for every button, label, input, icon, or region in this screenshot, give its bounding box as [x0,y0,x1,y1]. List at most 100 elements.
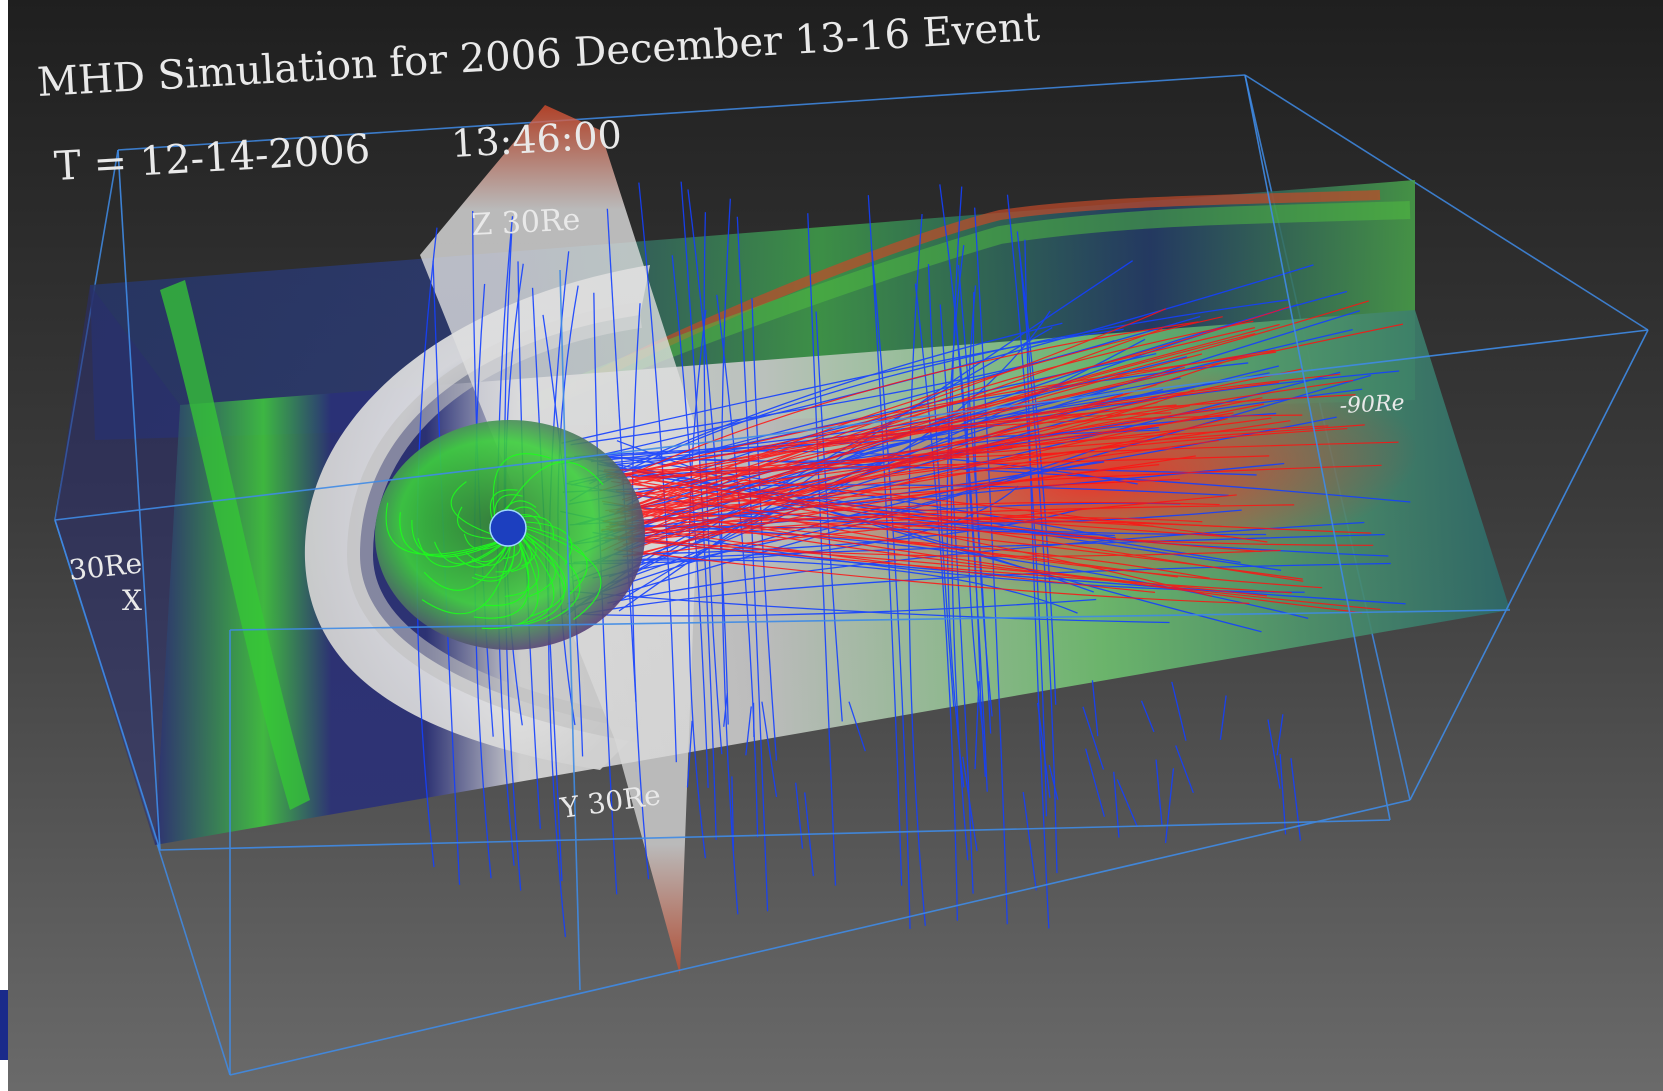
red-field-line [620,351,1277,479]
red-field-line [626,464,1160,557]
red-field-line [616,420,1291,511]
green-field-lines [385,453,604,630]
upper-plane-green-band [516,201,1411,419]
green-field-line [423,540,510,591]
red-field-line [603,537,1268,597]
blue-field-line [703,212,723,755]
blue-field-line [578,370,1400,526]
blue-field-line [569,299,1289,502]
blue-field-line [618,260,1133,612]
red-field-line [601,500,1362,614]
red-field-line [603,455,1270,471]
blue-field-line [579,457,1094,593]
blue-field-line [1267,719,1281,789]
green-field-line [505,531,540,598]
blue-field-line [1155,759,1163,826]
green-field-line [450,481,495,536]
blue-field-line [731,776,735,851]
red-field-lines [599,300,1404,614]
green-field-line [515,524,602,621]
blue-field-line [927,264,955,707]
green-field-line [385,502,501,555]
red-field-line [634,493,1374,546]
red-field-line [603,470,1262,553]
blue-field-line [583,562,1391,615]
red-field-line [637,381,1280,476]
blue-field-line [1048,764,1059,800]
green-density-band [160,280,310,810]
red-field-line [629,300,1369,486]
green-field-line [500,461,604,519]
green-field-line [411,520,502,558]
red-field-line [623,321,1199,479]
blue-field-line [617,456,1116,539]
blue-field-line [1219,695,1227,740]
blue-field-line [607,521,1365,604]
blue-field-line [571,315,1201,486]
blue-field-line [601,416,1337,533]
red-field-line [622,494,1237,558]
blue-field-line [720,198,739,915]
blue-field-line [1290,758,1302,841]
blue-field-line [716,294,759,838]
blue-field-line [1036,702,1051,798]
blue-field-line [952,295,988,792]
blue-field-line [631,303,650,880]
xy-plane-left-edge [55,285,180,845]
red-field-line [616,327,1256,527]
red-field-line [629,464,1382,513]
blue-field-line [908,214,926,926]
blue-field-line [1082,706,1105,770]
blue-field-line [1085,748,1106,817]
blue-field-line [723,693,728,727]
red-field-line [632,404,1177,481]
red-field-line [602,520,1156,593]
green-field-line [434,541,506,565]
red-field-line [601,528,1210,579]
blue-field-line [807,213,837,886]
blue-field-line [1091,680,1099,737]
blue-field-line [589,322,1063,485]
blue-field-line [751,298,778,761]
blue-field-line [688,309,707,859]
blue-field-line [1140,700,1155,733]
blue-field-line [848,701,866,752]
blue-field-line [686,720,693,788]
blue-field-line [950,186,969,861]
blue-field-line [1276,714,1284,756]
green-field-line [516,529,565,626]
green-field-line [457,506,497,540]
green-field-line [417,538,505,568]
red-field-line [633,540,1292,594]
blue-field-line [795,782,804,849]
green-field-line [513,520,573,565]
green-field-line [516,527,581,623]
blue-field-line [761,701,778,798]
green-field-line [516,528,567,617]
tail-distance-label: -90Re [1339,391,1405,419]
blue-field-line [573,533,1385,564]
blue-field-line [1164,768,1175,844]
bounding-box-front [54,74,1649,1076]
blue-field-line [939,304,974,894]
red-field-line [627,510,1381,611]
blue-field-line [561,328,1124,444]
blue-field-line [745,706,752,756]
blue-field-line [562,484,1229,497]
blue-field-line [1279,754,1287,835]
blue-field-line [1006,194,1048,817]
blue-field-line [606,208,637,702]
red-field-line [637,470,1268,543]
red-field-line [635,501,1220,536]
blue-field-line [974,207,1008,925]
green-field-line [471,537,515,582]
green-field-line [421,539,513,615]
blue-field-line [1018,244,1057,705]
red-field-line [620,349,1276,513]
red-field-line [612,516,1154,532]
green-field-line [492,453,551,523]
blue-field-line [1022,791,1037,891]
blue-field-line [1024,239,1050,929]
blue-field-line [1116,779,1138,828]
